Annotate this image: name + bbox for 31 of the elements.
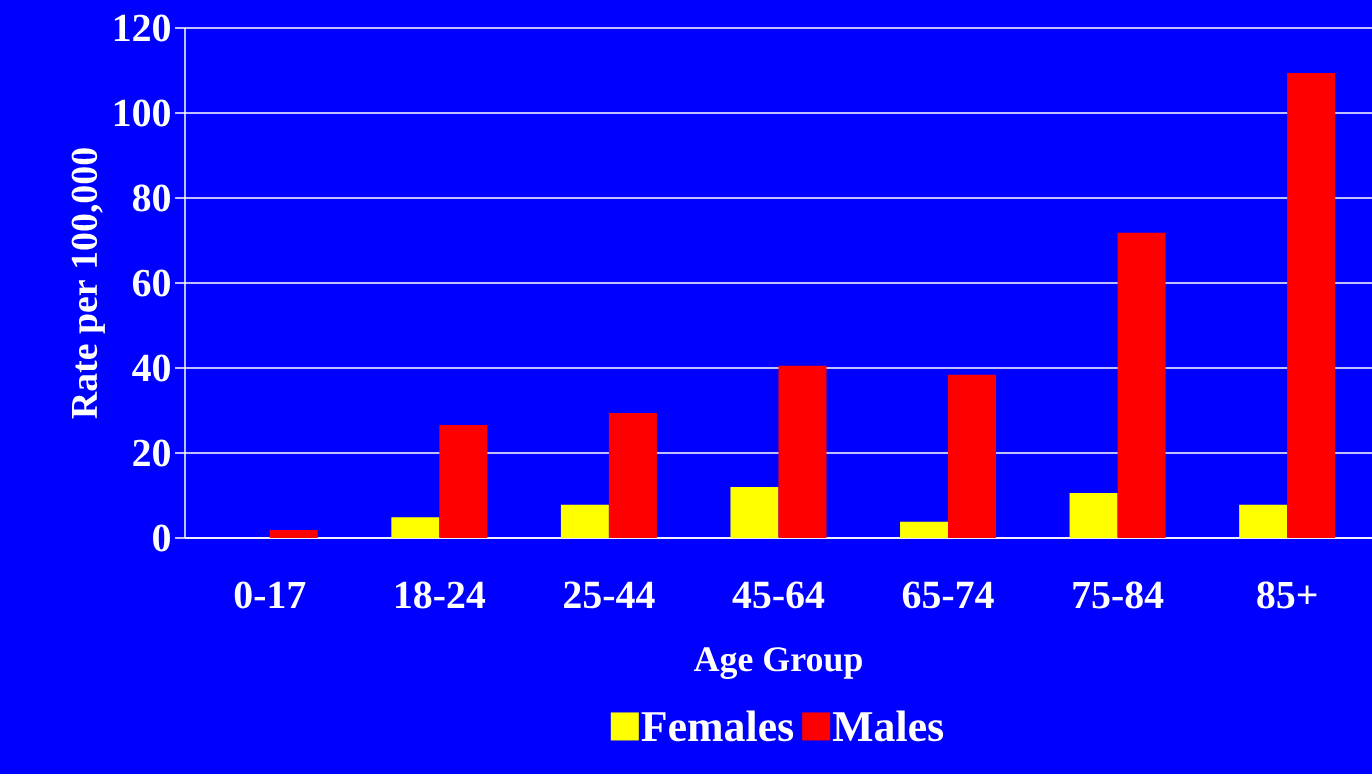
legend-label: Females <box>641 710 794 742</box>
y-tick-label: 80 <box>132 184 170 212</box>
x-axis-title: Age Group <box>693 647 862 679</box>
x-tick-label: 45-64 <box>732 581 825 609</box>
x-tick-label: 65-74 <box>902 581 994 609</box>
bar <box>730 487 779 538</box>
x-tick-label: 18-24 <box>396 581 486 609</box>
y-tick-label: 40 <box>132 354 170 382</box>
y-tick-label: 20 <box>133 439 170 467</box>
x-tick-label: 85+ <box>1257 581 1317 609</box>
bar <box>1117 232 1166 538</box>
bar <box>1287 73 1336 538</box>
y-axis-title: Rate per 100,000 <box>71 148 105 419</box>
x-tick-label: 0-17 <box>234 581 306 609</box>
bar <box>269 529 318 538</box>
y-tick-label: 100 <box>114 99 170 127</box>
y-tick-label: 0 <box>153 524 170 552</box>
bar <box>1069 492 1118 538</box>
bar <box>1239 504 1288 538</box>
x-tick-label: 25-44 <box>564 581 655 609</box>
y-tick-label: 60 <box>132 269 170 297</box>
bar <box>391 517 440 538</box>
bar <box>560 504 609 538</box>
bar <box>608 413 657 538</box>
legend-label: Males <box>832 710 944 742</box>
bar <box>439 424 488 538</box>
x-tick-label: 75-84 <box>1073 581 1164 609</box>
bar <box>948 374 997 538</box>
bar <box>900 521 949 538</box>
y-tick-label: 120 <box>114 14 170 42</box>
bar <box>778 365 827 538</box>
